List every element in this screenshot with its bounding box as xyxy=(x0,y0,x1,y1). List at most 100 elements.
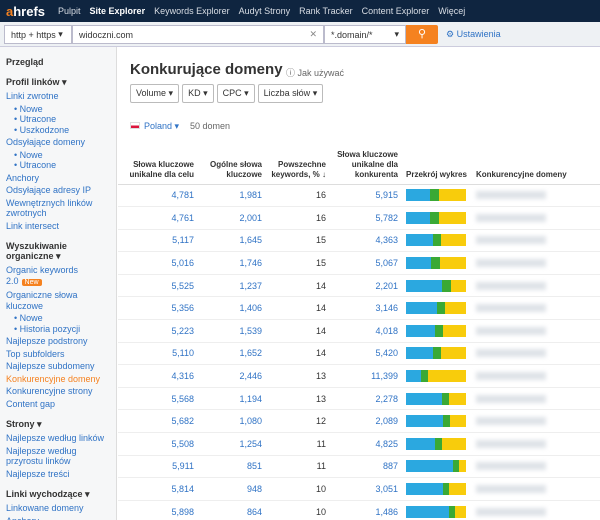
bar-segment xyxy=(433,234,441,247)
breakdown-bar xyxy=(406,189,466,202)
breakdown-bar xyxy=(406,415,466,428)
nav-link[interactable]: Linki zwrotne xyxy=(6,91,110,102)
nav-link[interactable]: Konkurencyjne domeny xyxy=(6,374,110,385)
cell: 13 xyxy=(266,387,330,411)
filter[interactable]: Liczba słów ▾ xyxy=(257,84,324,103)
link-label: Anchory xyxy=(6,516,39,520)
bar-cell xyxy=(402,364,472,388)
bar-segment xyxy=(443,415,451,428)
sub-link[interactable]: • Nowe xyxy=(14,313,43,323)
mode: *.domain/* xyxy=(331,29,373,40)
cell: 11 xyxy=(266,455,330,479)
nav-link[interactable]: Najlepsze według przyrostu linków xyxy=(6,446,110,467)
section-title[interactable]: Profil linków ▾ xyxy=(6,77,67,87)
mode-select[interactable]: *.domain/* ▾ xyxy=(324,25,406,44)
nav-link[interactable]: Organiczne słowa kluczowe xyxy=(6,290,110,311)
section-title[interactable]: Linki wychodzące ▾ xyxy=(6,489,90,499)
row: 5,898 864 10 1,486 xyxy=(118,500,600,520)
cell: 2,001 xyxy=(198,206,266,230)
logo[interactable]: ahrefs xyxy=(6,3,46,19)
bar-segment xyxy=(455,505,466,518)
link-label: Linkowane domeny xyxy=(6,503,84,513)
nav-item[interactable]: Audyt Strony xyxy=(238,6,291,16)
nav-link[interactable]: Najlepsze treści xyxy=(6,469,110,480)
section-title[interactable]: Strony ▾ xyxy=(6,419,42,429)
column-header[interactable]: Słowa kluczowe unikalne dla konkurenta xyxy=(330,142,402,185)
cell: 3,051 xyxy=(330,477,402,501)
bar-cell xyxy=(402,296,472,321)
sub-link[interactable]: • Utracone xyxy=(14,160,57,170)
filter[interactable]: KD ▾ xyxy=(182,84,214,103)
nav-link[interactable]: Odsyłające domeny xyxy=(6,137,110,148)
overview[interactable]: Przegląd xyxy=(6,57,44,67)
bar-segment xyxy=(434,324,443,337)
domain-cell xyxy=(472,319,600,343)
filter-label: Liczba słów xyxy=(263,88,311,98)
cell: 5,117 xyxy=(118,229,198,253)
bar-segment xyxy=(406,437,435,450)
nav-item[interactable]: Więcej xyxy=(438,6,466,16)
column-header[interactable]: Powszechne keywords, % ↓ xyxy=(266,142,330,185)
column-header[interactable]: Słowa kluczowe unikalne dla celu xyxy=(118,142,198,185)
filter[interactable]: CPC ▾ xyxy=(216,84,255,103)
nav-link[interactable]: Anchory xyxy=(6,516,110,520)
column-header[interactable]: Ogólne słowa kluczowe xyxy=(198,142,266,185)
cell: 4,316 xyxy=(118,364,198,388)
cell: 2,278 xyxy=(330,387,402,411)
row: 4,781 1,981 16 5,915 xyxy=(118,184,600,208)
filter[interactable]: Volume ▾ xyxy=(130,84,180,103)
link-label: Top subfolders xyxy=(6,348,65,359)
sub-label: Nowe xyxy=(19,103,43,114)
section-title[interactable]: Wyszukiwanie organiczne ▾ xyxy=(6,241,67,261)
nav-link[interactable]: Organic keywords 2.0 New xyxy=(6,265,110,288)
domain-cell xyxy=(472,251,600,275)
bar-segment xyxy=(442,324,466,337)
cell: 5,782 xyxy=(330,206,402,230)
sub-link[interactable]: • Uszkodzone xyxy=(14,124,70,135)
domain-cell xyxy=(472,206,600,230)
cell: 1,746 xyxy=(198,251,266,275)
sub-label: Nowe xyxy=(19,149,43,160)
nav-link[interactable]: Najlepsze podstrony xyxy=(6,336,110,347)
sub-link[interactable]: • Nowe xyxy=(14,103,43,114)
settings[interactable]: ⚙ Ustawienia xyxy=(446,29,501,39)
nav-link[interactable]: Link intersect xyxy=(6,221,110,232)
breakdown-bar xyxy=(406,505,466,518)
row: 5,110 1,652 14 5,420 xyxy=(118,342,600,366)
nav-item[interactable]: Rank Tracker xyxy=(299,6,353,16)
bar-cell xyxy=(402,229,472,253)
nav-item[interactable]: Content Explorer xyxy=(361,6,430,16)
nav-item[interactable]: Keywords Explorer xyxy=(154,6,230,16)
bar-segment xyxy=(406,460,453,473)
search-button[interactable]: ⚲ xyxy=(406,25,438,44)
nav-link[interactable]: Wewnętrznych linków zwrotnych xyxy=(6,198,110,219)
nav-link[interactable]: Odsyłające adresy IP xyxy=(6,185,110,196)
bar-cell xyxy=(402,274,472,298)
blurred-domain xyxy=(476,372,546,381)
nav-link[interactable]: Najlepsze subdomeny xyxy=(6,361,110,372)
domain-cell xyxy=(472,500,600,520)
nav-link[interactable]: Top subfolders xyxy=(6,349,110,360)
nav-link[interactable]: Content gap xyxy=(6,399,110,410)
nav-link[interactable]: Linkowane domeny xyxy=(6,503,110,514)
bar-segment xyxy=(406,189,430,202)
row: 5,568 1,194 13 2,278 xyxy=(118,387,600,411)
sub-link[interactable]: • Utracone xyxy=(14,114,57,124)
url-input[interactable]: widoczni.com ✕ xyxy=(72,25,324,44)
sub-link[interactable]: • Historia pozycji xyxy=(14,323,81,334)
nav-link[interactable]: Najlepsze według linków xyxy=(6,433,110,444)
help[interactable]: ⓘ Jak używać xyxy=(286,68,345,78)
domain-cell xyxy=(472,477,600,501)
sub-link[interactable]: • Nowe xyxy=(14,149,43,160)
country[interactable]: Poland ▾ xyxy=(130,121,179,132)
nav-link[interactable]: Anchory xyxy=(6,173,110,184)
row: 5,016 1,746 15 5,067 xyxy=(118,251,600,275)
url: widoczni.com xyxy=(79,29,134,40)
protocol-select[interactable]: http + https ▾ xyxy=(4,25,72,44)
cell: 4,018 xyxy=(330,319,402,343)
bar-segment xyxy=(440,257,466,270)
nav-item[interactable]: Pulpit xyxy=(58,6,81,16)
badge: New xyxy=(21,278,42,286)
nav-item[interactable]: Site Explorer xyxy=(89,6,146,16)
nav-link[interactable]: Konkurencyjne strony xyxy=(6,386,110,397)
